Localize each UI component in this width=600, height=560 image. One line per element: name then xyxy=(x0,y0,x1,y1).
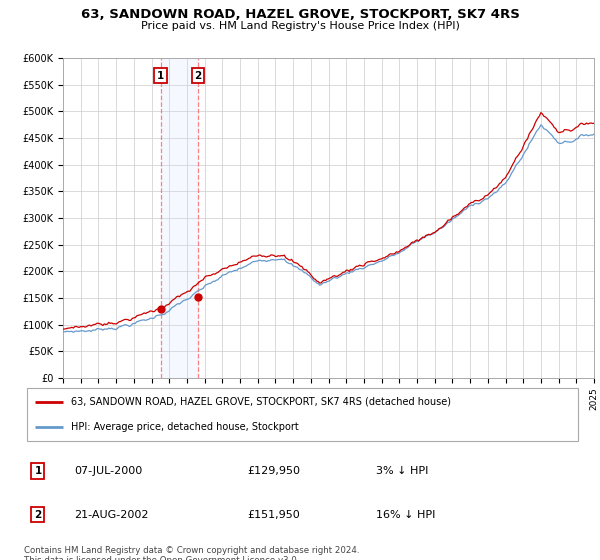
FancyBboxPatch shape xyxy=(27,388,578,441)
Text: £129,950: £129,950 xyxy=(247,466,300,476)
Text: 63, SANDOWN ROAD, HAZEL GROVE, STOCKPORT, SK7 4RS: 63, SANDOWN ROAD, HAZEL GROVE, STOCKPORT… xyxy=(80,8,520,21)
Text: 3% ↓ HPI: 3% ↓ HPI xyxy=(376,466,428,476)
Text: 16% ↓ HPI: 16% ↓ HPI xyxy=(376,510,435,520)
Text: 21-AUG-2002: 21-AUG-2002 xyxy=(74,510,149,520)
Text: Price paid vs. HM Land Registry's House Price Index (HPI): Price paid vs. HM Land Registry's House … xyxy=(140,21,460,31)
Text: 63, SANDOWN ROAD, HAZEL GROVE, STOCKPORT, SK7 4RS (detached house): 63, SANDOWN ROAD, HAZEL GROVE, STOCKPORT… xyxy=(71,396,451,407)
Text: 1: 1 xyxy=(34,466,41,476)
Bar xyxy=(161,58,198,378)
Text: £151,950: £151,950 xyxy=(247,510,300,520)
Text: 2: 2 xyxy=(34,510,41,520)
Text: 2: 2 xyxy=(194,71,202,81)
Text: HPI: Average price, detached house, Stockport: HPI: Average price, detached house, Stoc… xyxy=(71,422,299,432)
Text: Contains HM Land Registry data © Crown copyright and database right 2024.
This d: Contains HM Land Registry data © Crown c… xyxy=(24,546,359,560)
Text: 1: 1 xyxy=(157,71,164,81)
Text: 07-JUL-2000: 07-JUL-2000 xyxy=(74,466,142,476)
